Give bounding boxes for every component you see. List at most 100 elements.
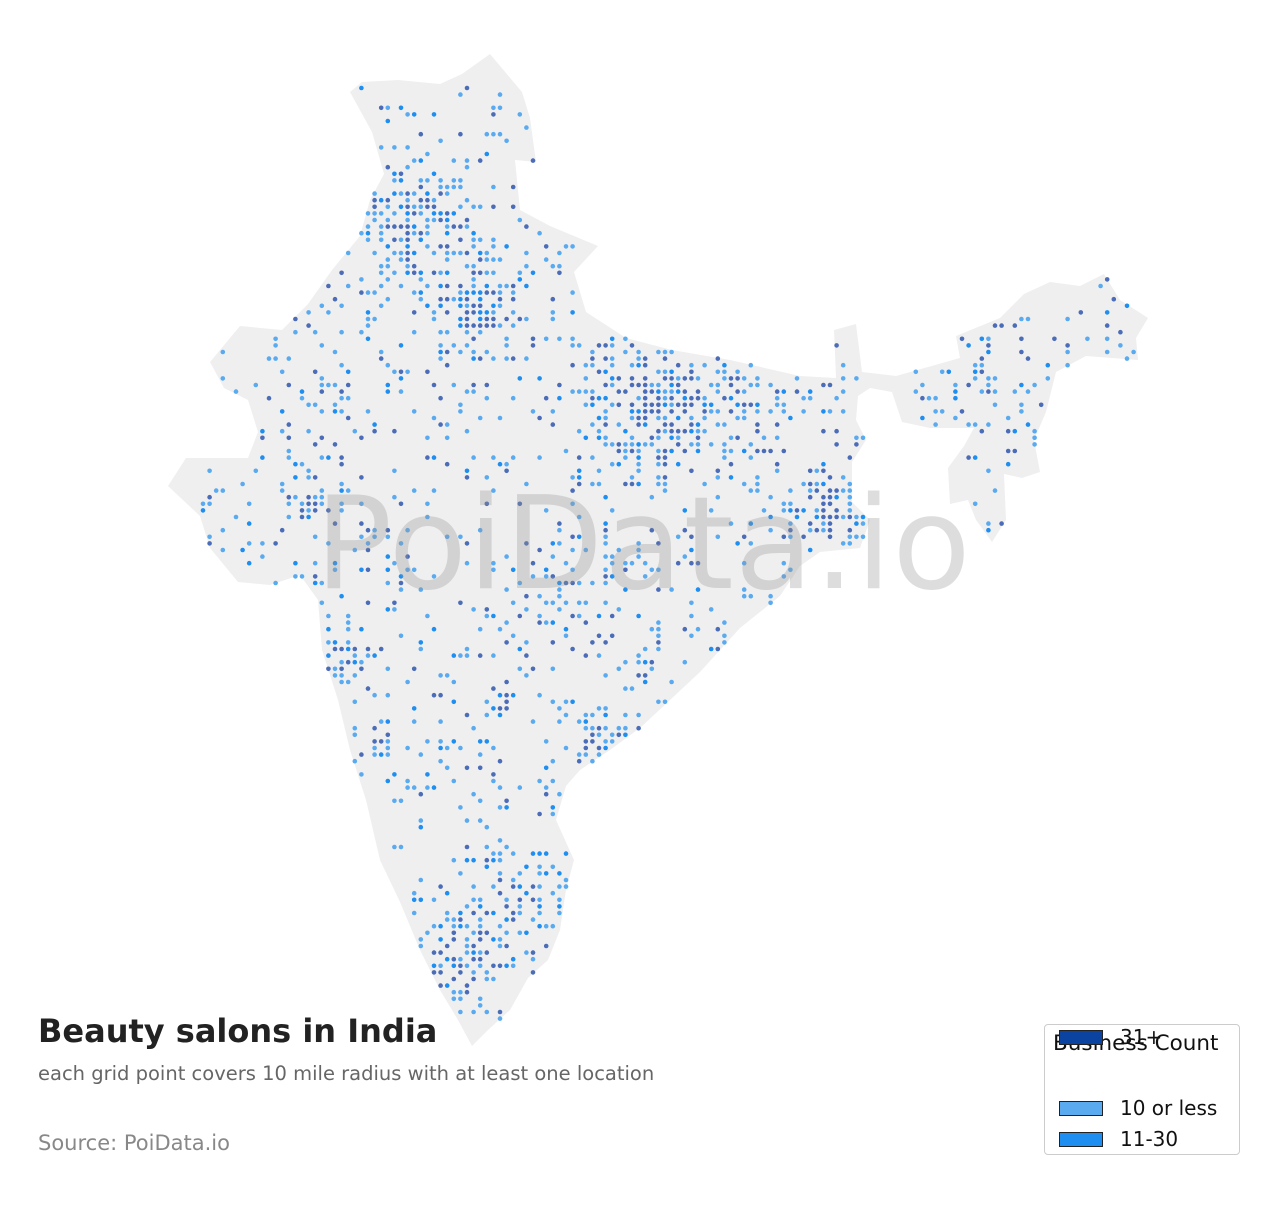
grid-point xyxy=(689,415,694,421)
grid-point xyxy=(471,897,476,903)
grid-point xyxy=(425,455,430,460)
grid-point xyxy=(345,488,351,493)
grid-point xyxy=(524,316,529,322)
grid-point xyxy=(854,534,859,540)
grid-point xyxy=(669,679,674,685)
grid-point xyxy=(365,230,371,236)
grid-point xyxy=(596,732,602,738)
grid-point xyxy=(827,382,833,388)
grid-point xyxy=(279,488,285,493)
grid-point xyxy=(992,389,998,394)
grid-point xyxy=(372,428,377,434)
grid-point xyxy=(411,224,417,229)
grid-point xyxy=(821,494,826,500)
grid-point xyxy=(517,871,523,876)
grid-point xyxy=(1019,316,1024,322)
grid-point xyxy=(326,508,331,513)
grid-point xyxy=(557,580,562,586)
grid-point xyxy=(491,884,496,889)
grid-point xyxy=(471,884,476,889)
grid-point xyxy=(656,461,661,467)
grid-point xyxy=(431,171,437,177)
grid-point xyxy=(411,488,417,493)
grid-point xyxy=(524,673,529,678)
grid-point xyxy=(524,356,529,361)
grid-point xyxy=(788,488,793,493)
grid-point xyxy=(385,263,391,269)
grid-point xyxy=(629,435,635,441)
grid-point xyxy=(385,534,391,540)
grid-point xyxy=(504,336,509,342)
grid-point xyxy=(392,798,397,804)
grid-point xyxy=(662,395,668,401)
grid-point xyxy=(444,534,450,540)
grid-point xyxy=(464,844,470,850)
grid-point xyxy=(306,310,311,315)
grid-point xyxy=(695,626,701,632)
grid-point xyxy=(788,567,793,573)
grid-point xyxy=(491,290,496,295)
grid-point xyxy=(398,574,404,579)
grid-point xyxy=(451,996,457,1002)
grid-point xyxy=(504,917,509,922)
grid-point xyxy=(471,943,476,949)
grid-point xyxy=(431,382,437,388)
grid-point xyxy=(616,442,622,447)
grid-point xyxy=(431,112,437,117)
grid-point xyxy=(748,402,754,408)
grid-point xyxy=(689,560,694,566)
grid-point xyxy=(986,389,991,394)
grid-point xyxy=(623,587,628,592)
grid-point xyxy=(345,626,351,632)
grid-point xyxy=(431,316,437,322)
grid-point xyxy=(471,323,476,328)
grid-point xyxy=(491,204,496,210)
grid-point xyxy=(517,376,523,381)
grid-point xyxy=(854,514,859,520)
grid-point xyxy=(524,283,529,289)
grid-point xyxy=(708,508,714,513)
grid-point xyxy=(623,560,628,566)
grid-point xyxy=(741,481,747,487)
grid-point xyxy=(854,521,859,526)
grid-point xyxy=(207,494,212,500)
grid-point xyxy=(629,376,635,381)
grid-point xyxy=(530,950,536,955)
grid-point xyxy=(458,316,463,322)
grid-point xyxy=(550,422,556,427)
grid-point xyxy=(464,329,470,335)
grid-point xyxy=(603,567,608,573)
grid-point xyxy=(477,290,483,295)
grid-point xyxy=(603,574,608,579)
grid-point xyxy=(596,633,602,639)
grid-point xyxy=(979,389,985,394)
grid-point xyxy=(411,191,417,196)
grid-point xyxy=(451,211,457,216)
grid-point xyxy=(702,395,707,401)
grid-point xyxy=(708,646,714,652)
grid-point xyxy=(1118,343,1123,348)
grid-point xyxy=(755,376,760,381)
grid-point xyxy=(405,527,410,533)
grid-point xyxy=(590,356,595,361)
grid-point xyxy=(689,633,694,639)
grid-point xyxy=(735,541,740,546)
grid-point xyxy=(491,270,496,276)
grid-point xyxy=(464,85,470,91)
grid-point xyxy=(550,923,556,929)
grid-point xyxy=(405,369,410,375)
grid-point xyxy=(425,501,430,507)
grid-point xyxy=(319,580,325,586)
grid-point xyxy=(656,428,661,434)
grid-point xyxy=(1065,362,1070,368)
grid-point xyxy=(801,395,806,401)
grid-point xyxy=(458,283,463,289)
grid-point xyxy=(497,105,503,111)
grid-point xyxy=(319,494,325,500)
grid-point xyxy=(636,461,641,467)
grid-point xyxy=(583,376,589,381)
grid-point xyxy=(669,422,674,427)
grid-point xyxy=(728,409,734,414)
grid-point xyxy=(616,376,622,381)
grid-point xyxy=(741,402,747,408)
